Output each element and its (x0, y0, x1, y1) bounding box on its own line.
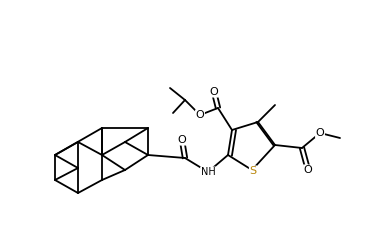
Text: NH: NH (201, 167, 215, 177)
Text: S: S (249, 166, 256, 176)
Text: O: O (178, 135, 187, 145)
Text: O: O (316, 128, 325, 138)
Text: O: O (304, 165, 312, 175)
Text: O: O (196, 110, 204, 120)
Text: O: O (210, 87, 219, 97)
